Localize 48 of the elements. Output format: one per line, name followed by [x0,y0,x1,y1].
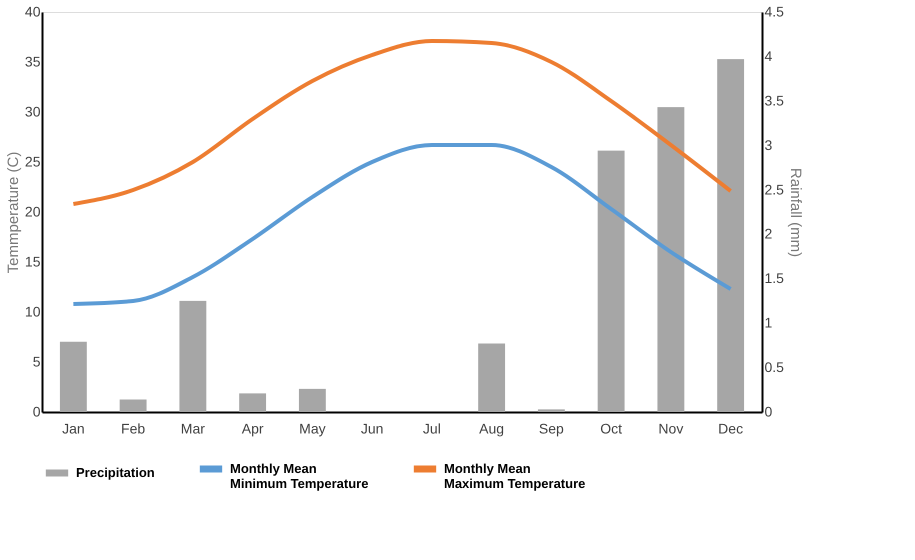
y2-tick-label: 4 [764,48,772,64]
y-tick-label: 0 [32,404,41,420]
y-tick-label: 20 [24,204,41,220]
x-tick-label: Oct [600,420,622,436]
bar [60,342,87,412]
legend-label: Monthly Mean Minimum Temperature [230,461,368,491]
bar [298,388,326,412]
y-tick-label: 30 [24,104,41,120]
x-tick-label: Feb [121,420,146,436]
y2-tick-label: 1 [764,314,772,331]
bar [120,400,147,412]
y-tick-label: 5 [32,354,41,370]
y2-tick-label: 3 [764,136,772,153]
bar [657,107,684,412]
y2-tick-label: 0.5 [764,359,784,376]
x-tick-label: Jul [422,420,441,436]
x-tick-label: Aug [479,420,504,436]
y2-tick-label: 3.5 [764,92,784,108]
x-tick-label: Apr [242,420,264,436]
x-tick-label: Mar [180,420,206,436]
x-tick-label: Nov [658,420,684,436]
y-axis-title: Temmperature (C) [4,152,22,274]
y-tick-label: 40 [24,4,41,20]
bar [598,150,625,412]
x-tick-label: Jan [62,420,85,436]
y-tick-label: 35 [24,54,41,70]
y2-tick-label: 4.5 [764,4,784,20]
x-tick-label: Jun [360,420,384,436]
bar [239,393,266,412]
y-tick-label: 25 [24,154,41,170]
x-tick-label: May [299,420,326,436]
y2-tick-label: 2.5 [764,181,784,198]
legend-label: Precipitation [76,465,155,480]
bar [179,300,206,412]
y2-tick-label: 2 [764,226,772,242]
line-series [71,39,733,206]
x-tick-label: Dec [718,420,744,436]
x-tick-label: Sep [538,420,564,436]
bar [717,59,744,412]
bar [538,409,565,412]
y2-tick-label: 0 [764,404,772,420]
y2-axis-title: Rainfall (mm) [786,168,804,258]
line-series [71,143,733,306]
y-tick-label: 10 [24,304,41,320]
y2-tick-label: 1.5 [764,270,784,286]
legend-label: Monthly Mean Maximum Temperature [444,461,586,491]
y-tick-label: 15 [24,254,41,270]
bar [478,344,506,412]
